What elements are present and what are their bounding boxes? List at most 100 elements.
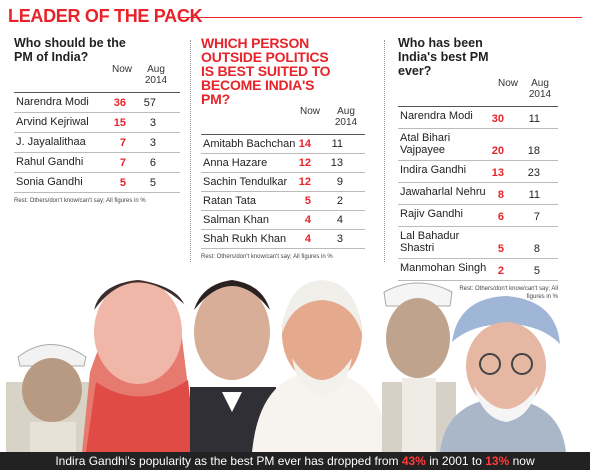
- column-header: Now Aug 2014: [14, 64, 180, 92]
- table-row: Rajiv Gandhi 6 7: [398, 205, 558, 227]
- row-name: Shah Rukh Khan: [203, 233, 287, 245]
- row-name: Rajiv Gandhi: [400, 208, 463, 220]
- table-row: Amitabh Bachchan 14 11: [201, 135, 365, 154]
- rows: Amitabh Bachchan 14 11 Anna Hazare 12 13 Sachi…: [201, 134, 365, 249]
- row-name: Sachin Tendulkar: [203, 176, 288, 188]
- table-row: Atal Bihari Vajpayee 20 18: [398, 129, 558, 161]
- row-name: Manmohan Singh: [400, 262, 487, 274]
- row-name: Sonia Gandhi: [16, 176, 83, 188]
- row-value-now: 7: [119, 157, 126, 169]
- row-value-now: 4: [304, 214, 311, 226]
- col-aug: Aug 2014: [528, 78, 552, 100]
- row-value-now: 6: [497, 211, 504, 223]
- table-title: Who should be the PM of India?: [14, 36, 126, 64]
- row-name: Jawaharlal Nehru: [400, 186, 486, 198]
- row-value-aug: 11: [331, 138, 343, 150]
- panel-divider: [190, 40, 191, 262]
- rows: Narendra Modi 30 11 Atal Bihari Vajpayee 20 1…: [398, 106, 558, 281]
- row-value-aug: 8: [533, 243, 540, 255]
- row-value-now: 2: [497, 265, 504, 277]
- row-value-aug: 18: [527, 145, 540, 157]
- narendra-modi-portrait: [252, 280, 392, 452]
- table-row: Arvind Kejriwal 15 3: [14, 113, 180, 133]
- row-value-aug: 11: [528, 189, 540, 201]
- row-name: Atal Bihari Vajpayee: [400, 132, 451, 156]
- row-value-now: 15: [113, 117, 126, 129]
- footer-value-2001: 43%: [401, 454, 426, 468]
- footer-caption: Indira Gandhi's popularity as the best P…: [0, 452, 590, 470]
- row-name: Anna Hazare: [203, 157, 268, 169]
- col-now: Now: [112, 64, 133, 75]
- table-row: Narendra Modi 36 57: [14, 93, 180, 113]
- row-value-now: 20: [491, 145, 504, 157]
- table-row: Lal Bahadur Shastri 5 8: [398, 227, 558, 259]
- row-name: Narendra Modi: [16, 96, 89, 108]
- table-row: Sachin Tendulkar 12 9: [201, 173, 365, 192]
- row-value-aug: 7: [533, 211, 540, 223]
- row-name: Narendra Modi: [400, 110, 473, 122]
- row-value-aug: 3: [149, 137, 156, 149]
- row-value-now: 14: [298, 138, 311, 150]
- table-note: Rest: Others/don't know/can't say; All f…: [459, 286, 558, 300]
- row-value-now: 13: [491, 167, 504, 179]
- table-row: Manmohan Singh 2 5: [398, 259, 558, 281]
- table-row: Rahul Gandhi 7 6: [14, 153, 180, 173]
- row-value-aug: 5: [149, 177, 156, 189]
- row-value-now: 12: [298, 176, 311, 188]
- table-row: Jawaharlal Nehru 8 11: [398, 183, 558, 205]
- jawaharlal-nehru-portrait: [382, 282, 456, 452]
- table-title: Who has been India's best PM ever?: [398, 36, 489, 78]
- row-value-now: 5: [304, 195, 311, 207]
- row-name: Lal Bahadur Shastri: [400, 230, 460, 254]
- row-value-aug: 3: [149, 117, 156, 129]
- table-row: Shah Rukh Khan 4 3: [201, 230, 365, 249]
- table-note: Rest: Others/don't know/can't say; All f…: [201, 254, 333, 260]
- table-row: Narendra Modi 30 11: [398, 107, 558, 129]
- row-value-aug: 2: [336, 195, 343, 207]
- row-value-aug: 9: [336, 176, 343, 188]
- row-value-now: 36: [113, 97, 126, 109]
- table-row: Salman Khan 4 4: [201, 211, 365, 230]
- row-value-now: 5: [497, 243, 504, 255]
- row-value-aug: 6: [149, 157, 156, 169]
- table-title: WHICH PERSON OUTSIDE POLITICS IS BEST SU…: [201, 35, 331, 107]
- panel-divider: [384, 40, 385, 262]
- rajiv-gandhi-portrait: [190, 280, 276, 452]
- lal-bahadur-shastri-portrait: [6, 344, 102, 452]
- table-who-should-be-pm: Who should be the PM of India? Now Aug 2…: [14, 36, 180, 205]
- page-title: LEADER OF THE PACK: [8, 6, 203, 26]
- table-row: Sonia Gandhi 5 5: [14, 173, 180, 193]
- footer-post: now: [509, 454, 535, 468]
- col-aug: Aug 2014: [144, 64, 168, 86]
- table-best-pm-ever: Who has been India's best PM ever? Now A…: [398, 36, 558, 301]
- column-header: Now Aug 2014: [398, 78, 558, 106]
- table-row: J. Jayalalithaa 7 3: [14, 133, 180, 153]
- row-value-now: 8: [497, 189, 504, 201]
- row-value-aug: 13: [330, 157, 343, 169]
- row-value-now: 12: [298, 157, 311, 169]
- col-aug: Aug 2014: [334, 106, 358, 128]
- column-header: Now Aug 2014: [201, 106, 365, 134]
- table-row: Ratan Tata 5 2: [201, 192, 365, 211]
- row-value-aug: 11: [528, 113, 540, 125]
- manmohan-singh-portrait: [440, 296, 566, 452]
- indira-gandhi-portrait: [82, 280, 196, 452]
- row-value-now: 30: [491, 113, 504, 125]
- row-value-now: 4: [304, 233, 311, 245]
- row-name: Salman Khan: [203, 214, 270, 226]
- row-value-aug: 4: [336, 214, 343, 226]
- row-value-now: 7: [119, 137, 126, 149]
- rows: Narendra Modi 36 57 Arvind Kejriwal 15 3 J. Ja…: [14, 92, 180, 193]
- row-value-now: 5: [119, 177, 126, 189]
- row-value-aug: 57: [143, 97, 156, 109]
- row-value-aug: 23: [527, 167, 540, 179]
- row-name: Ratan Tata: [203, 195, 257, 207]
- table-row: Indira Gandhi 13 23: [398, 161, 558, 183]
- col-now: Now: [300, 106, 321, 117]
- row-name: Amitabh Bachchan: [203, 138, 296, 150]
- table-outside-politics: WHICH PERSON OUTSIDE POLITICS IS BEST SU…: [201, 36, 365, 261]
- row-name: Arvind Kejriwal: [16, 116, 89, 128]
- row-name: J. Jayalalithaa: [16, 136, 86, 148]
- row-name: Rahul Gandhi: [16, 156, 84, 168]
- row-value-aug: 3: [336, 233, 343, 245]
